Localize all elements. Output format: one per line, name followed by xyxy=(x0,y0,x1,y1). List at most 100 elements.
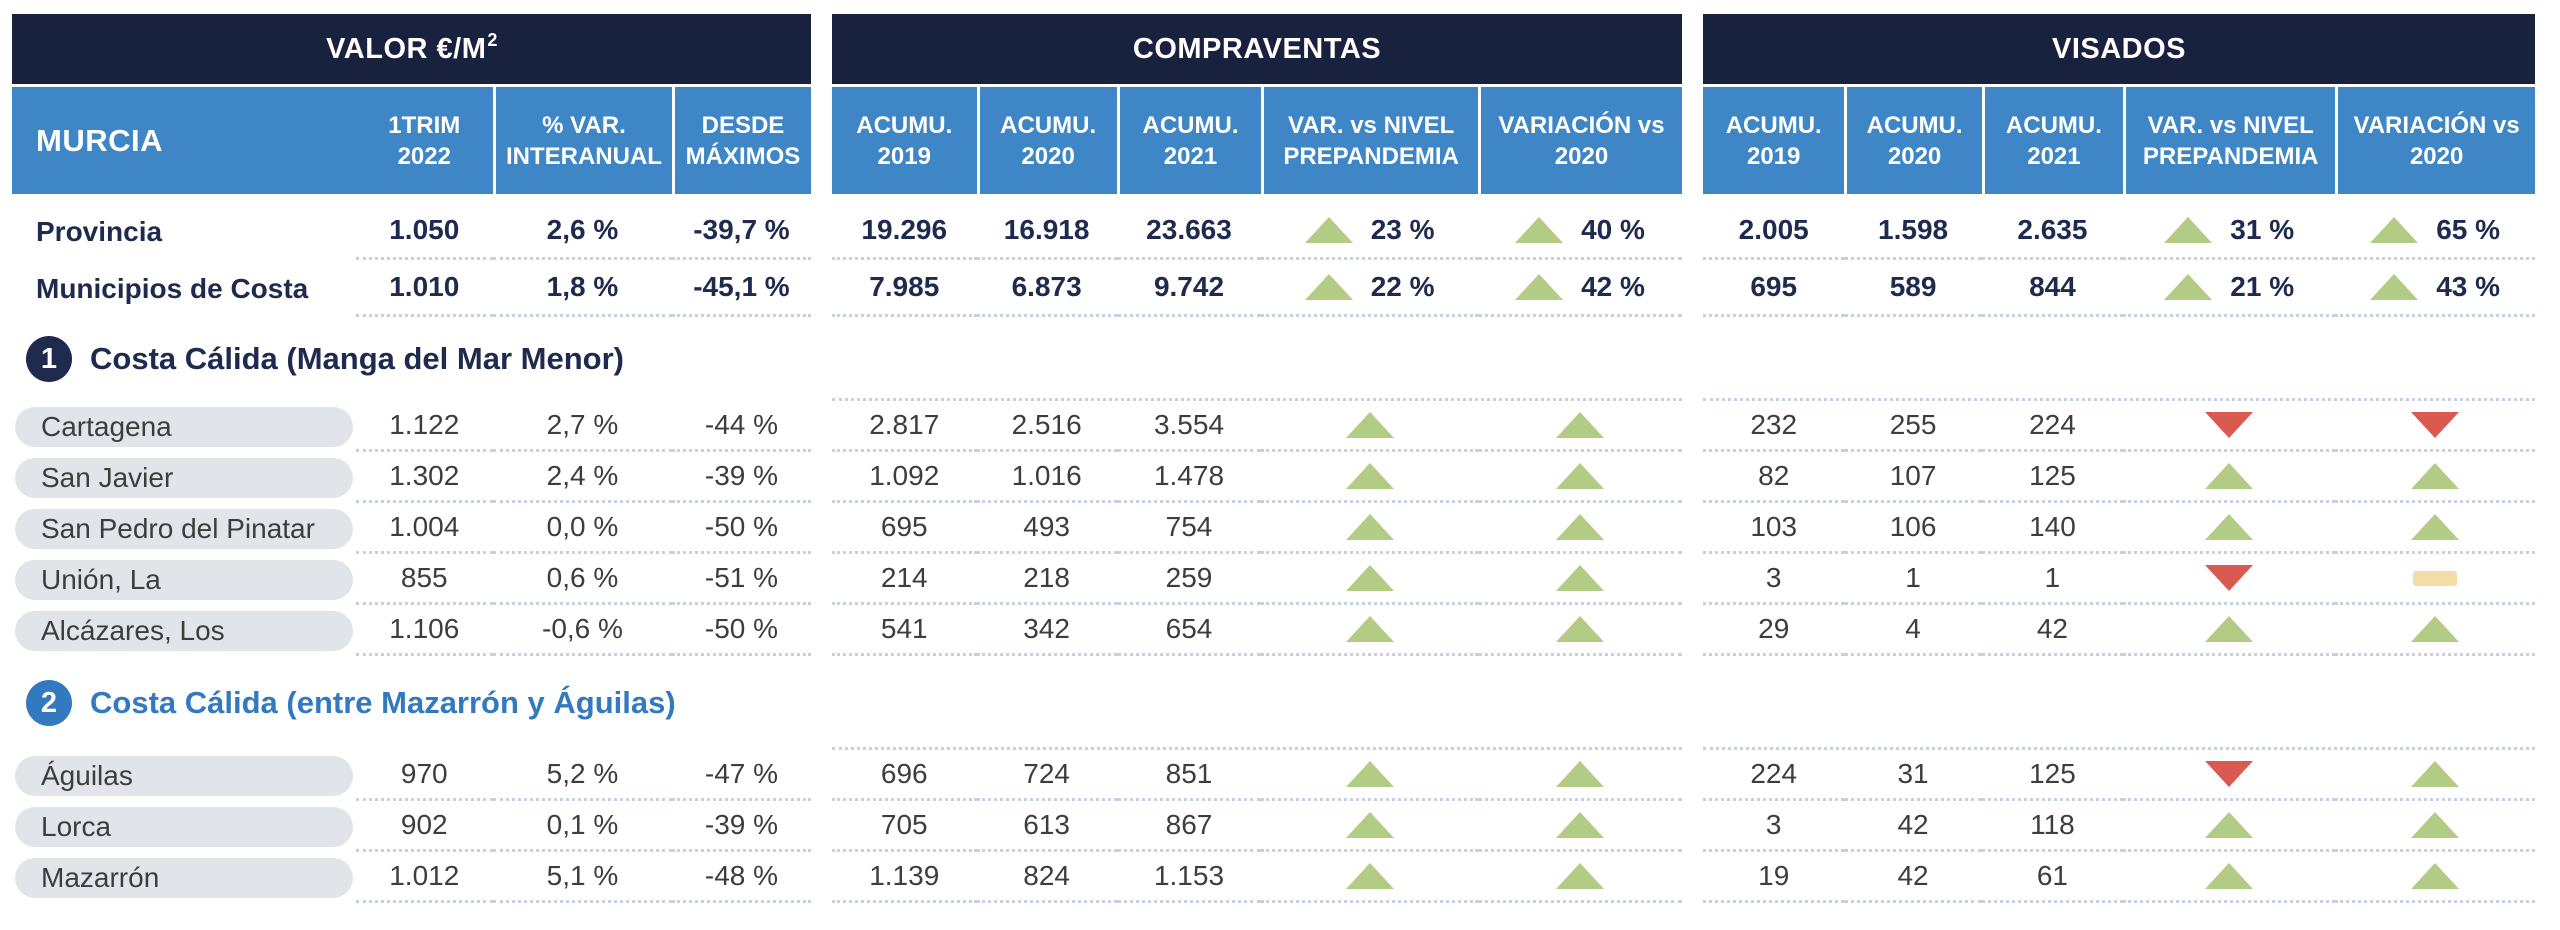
block-compraventas: COMPRAVENTAS ACUMU. 2019 ACUMU. 2020 ACUMU. 2… xyxy=(832,14,1682,903)
trend-up-icon xyxy=(2411,812,2460,838)
value-cell: 867 xyxy=(1116,801,1262,852)
trend-indicator: 22 % xyxy=(1304,271,1435,303)
city-row-cartagena: Cartagena 1.122 2,7 % -44 % xyxy=(12,401,811,452)
trend-up-icon xyxy=(1345,761,1394,787)
column-header-line: VARIACIÓN vs xyxy=(1498,111,1665,139)
trend-cell xyxy=(2335,852,2535,903)
column-header-line: ACUMU. xyxy=(1142,111,1239,139)
value-cell: -47 % xyxy=(671,750,811,801)
column-header-line: PREPANDEMIA xyxy=(1283,142,1459,170)
value-cell: 1.004 xyxy=(355,503,493,554)
visados-subheader: ACUMU. 2019 ACUMU. 2020 ACUMU. 2021 VAR. vs NI… xyxy=(1703,87,2535,194)
trend-indicator xyxy=(1345,514,1394,540)
value-cell: 23.663 xyxy=(1116,203,1262,260)
value-cell: 1.598 xyxy=(1844,203,1982,260)
visados-city-row-aguilas: 224 31 125 xyxy=(1703,750,2535,801)
value-cell: 2,7 % xyxy=(492,401,672,452)
trend-up-icon xyxy=(1556,616,1604,642)
trend-indicator xyxy=(2411,812,2460,838)
column-header-var-vs-nivel-prepandemia: VAR. vs NIVEL PREPANDEMIA xyxy=(2123,87,2335,194)
trend-up-icon xyxy=(2205,812,2254,838)
value-cell: 696 xyxy=(832,750,977,801)
column-header-line: ACUMU. xyxy=(1000,111,1097,139)
visados-city-row-san-pedro-del-pinatar: 103 106 140 xyxy=(1703,503,2535,554)
trend-cell xyxy=(2335,401,2535,452)
value-cell: 29 xyxy=(1703,605,1845,656)
trend-up-icon xyxy=(1345,863,1394,889)
value-cell: -39 % xyxy=(671,801,811,852)
trend-up-icon xyxy=(1556,761,1604,787)
trend-cell xyxy=(2123,401,2336,452)
city-row-san-pedro-del-pinatar: San Pedro del Pinatar 1.004 0,0 % -50 % xyxy=(12,503,811,554)
value-cell: -39 % xyxy=(671,452,811,503)
trend-up-icon xyxy=(2411,463,2460,489)
value-cell: 2.005 xyxy=(1703,203,1845,260)
trend-indicator xyxy=(2205,463,2254,489)
trend-cell xyxy=(2335,503,2535,554)
trend-cell: 65 % xyxy=(2335,203,2535,260)
trend-indicator: 21 % xyxy=(2164,271,2294,303)
valor-title: VALOR €/M xyxy=(326,32,487,65)
visados-city-row-lorca: 3 42 118 xyxy=(1703,801,2535,852)
value-cell: 61 xyxy=(1981,852,2124,903)
visados-summary-row-provincia: 2.005 1.598 2.635 31 % 65 % xyxy=(1703,203,2535,260)
trend-value: 21 % xyxy=(2230,271,2295,302)
value-cell: 259 xyxy=(1116,554,1262,605)
city-pill: San Javier xyxy=(15,457,353,498)
visados-header: VISADOS xyxy=(1703,14,2535,84)
trend-indicator xyxy=(2205,616,2254,642)
value-cell: 5,2 % xyxy=(492,750,672,801)
value-cell: 42 xyxy=(1844,801,1982,852)
value-cell: 7.985 xyxy=(832,260,977,317)
trend-up-icon xyxy=(1556,812,1604,838)
trend-up-icon xyxy=(2411,616,2460,642)
trend-indicator xyxy=(2411,412,2460,438)
value-cell: 4 xyxy=(1844,605,1982,656)
value-cell: 851 xyxy=(1116,750,1262,801)
trend-up-icon xyxy=(1304,274,1353,300)
compraventas-city-row-cartagena: 2.817 2.516 3.554 xyxy=(832,401,1682,452)
trend-up-icon xyxy=(1345,616,1394,642)
city-pill: Unión, La xyxy=(15,559,353,600)
value-cell: 2,6 % xyxy=(492,203,672,260)
section-spacer xyxy=(832,317,1682,401)
trend-down-icon xyxy=(2205,412,2254,438)
value-cell: 1.106 xyxy=(355,605,493,656)
compraventas-city-row-mazarron: 1.139 824 1.153 xyxy=(832,852,1682,903)
value-cell: 1.139 xyxy=(832,852,977,903)
column-header-var-vs-nivel-prepandemia: VAR. vs NIVEL PREPANDEMIA xyxy=(1261,87,1478,194)
row-name-cell: Alcázares, Los xyxy=(12,605,356,656)
trend-indicator xyxy=(2205,761,2254,787)
trend-up-icon xyxy=(1556,863,1604,889)
column-header-line: MÁXIMOS xyxy=(685,142,801,170)
trend-cell xyxy=(2123,605,2336,656)
value-cell: 224 xyxy=(1981,401,2124,452)
trend-indicator: 42 % xyxy=(1515,271,1645,303)
column-header-acumu-2021: ACUMU. 2021 xyxy=(1981,87,2123,194)
block-visados: VISADOS ACUMU. 2019 ACUMU. 2020 ACUMU. 2021 VA… xyxy=(1703,14,2535,903)
row-name-cell: Cartagena xyxy=(12,401,356,452)
value-cell: 3.554 xyxy=(1116,401,1262,452)
trend-indicator xyxy=(1556,463,1604,489)
column-header-line: DESDE xyxy=(701,111,785,139)
trend-cell: 21 % xyxy=(2123,260,2336,317)
trend-cell xyxy=(2335,750,2535,801)
trend-indicator xyxy=(1345,812,1394,838)
column-header-line: 2021 xyxy=(2027,142,2081,170)
column-header-variacion-vs-2020: VARIACIÓN vs 2020 xyxy=(1478,87,1682,194)
column-header-acumu-2020: ACUMU. 2020 xyxy=(1844,87,1981,194)
column-header-line: 1TRIM xyxy=(388,111,461,139)
column-header-line: 2020 xyxy=(1887,142,1942,170)
column-header-line: VAR. vs NIVEL xyxy=(1287,111,1455,139)
trend-down-icon xyxy=(2205,565,2254,591)
value-cell: 255 xyxy=(1844,401,1982,452)
value-cell: 2.635 xyxy=(1981,203,2124,260)
value-cell: 5,1 % xyxy=(492,852,672,903)
city-row-union-la: Unión, La 855 0,6 % -51 % xyxy=(12,554,811,605)
column-header-line: 2021 xyxy=(1163,142,1218,170)
column-header-var-interanual: % VAR. INTERANUAL xyxy=(492,87,672,194)
trend-up-icon xyxy=(1556,514,1604,540)
trend-indicator xyxy=(2205,863,2254,889)
trend-indicator xyxy=(2411,514,2460,540)
